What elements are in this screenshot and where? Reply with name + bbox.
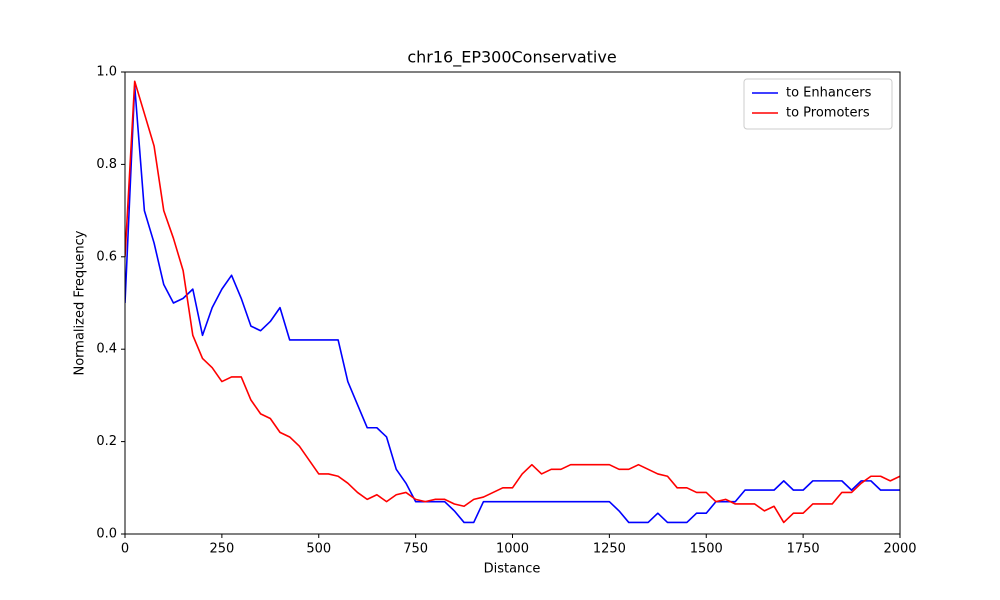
- x-tick-label: 0: [121, 542, 129, 557]
- x-tick-label: 750: [403, 542, 428, 557]
- y-tick-label: 0.6: [96, 249, 117, 264]
- y-tick-label: 0.8: [96, 157, 117, 172]
- y-tick-label: 0.4: [96, 342, 117, 357]
- y-tick-label: 0.0: [96, 527, 117, 542]
- x-tick-label: 1750: [787, 542, 820, 557]
- series-line: [125, 80, 900, 524]
- x-tick-label: 250: [209, 542, 234, 557]
- x-tick-label: 1250: [593, 542, 626, 557]
- x-axis-label: Distance: [484, 562, 541, 577]
- x-tick-label: 1500: [690, 542, 723, 557]
- series-line: [125, 85, 900, 524]
- y-tick-label: 0.2: [96, 434, 117, 449]
- x-tick-label: 2000: [883, 542, 916, 557]
- chart-title: chr16_EP300Conservative: [407, 48, 616, 68]
- plot-frame: [124, 71, 901, 535]
- x-tick-label: 1000: [496, 542, 529, 557]
- y-axis-label: Normalized Frequency: [73, 230, 88, 375]
- legend-box: [743, 78, 893, 130]
- legend-label: to Enhancers: [786, 86, 872, 101]
- legend-label: to Promoters: [786, 106, 870, 121]
- y-tick-label: 1.0: [96, 65, 117, 80]
- x-tick-label: 500: [306, 542, 331, 557]
